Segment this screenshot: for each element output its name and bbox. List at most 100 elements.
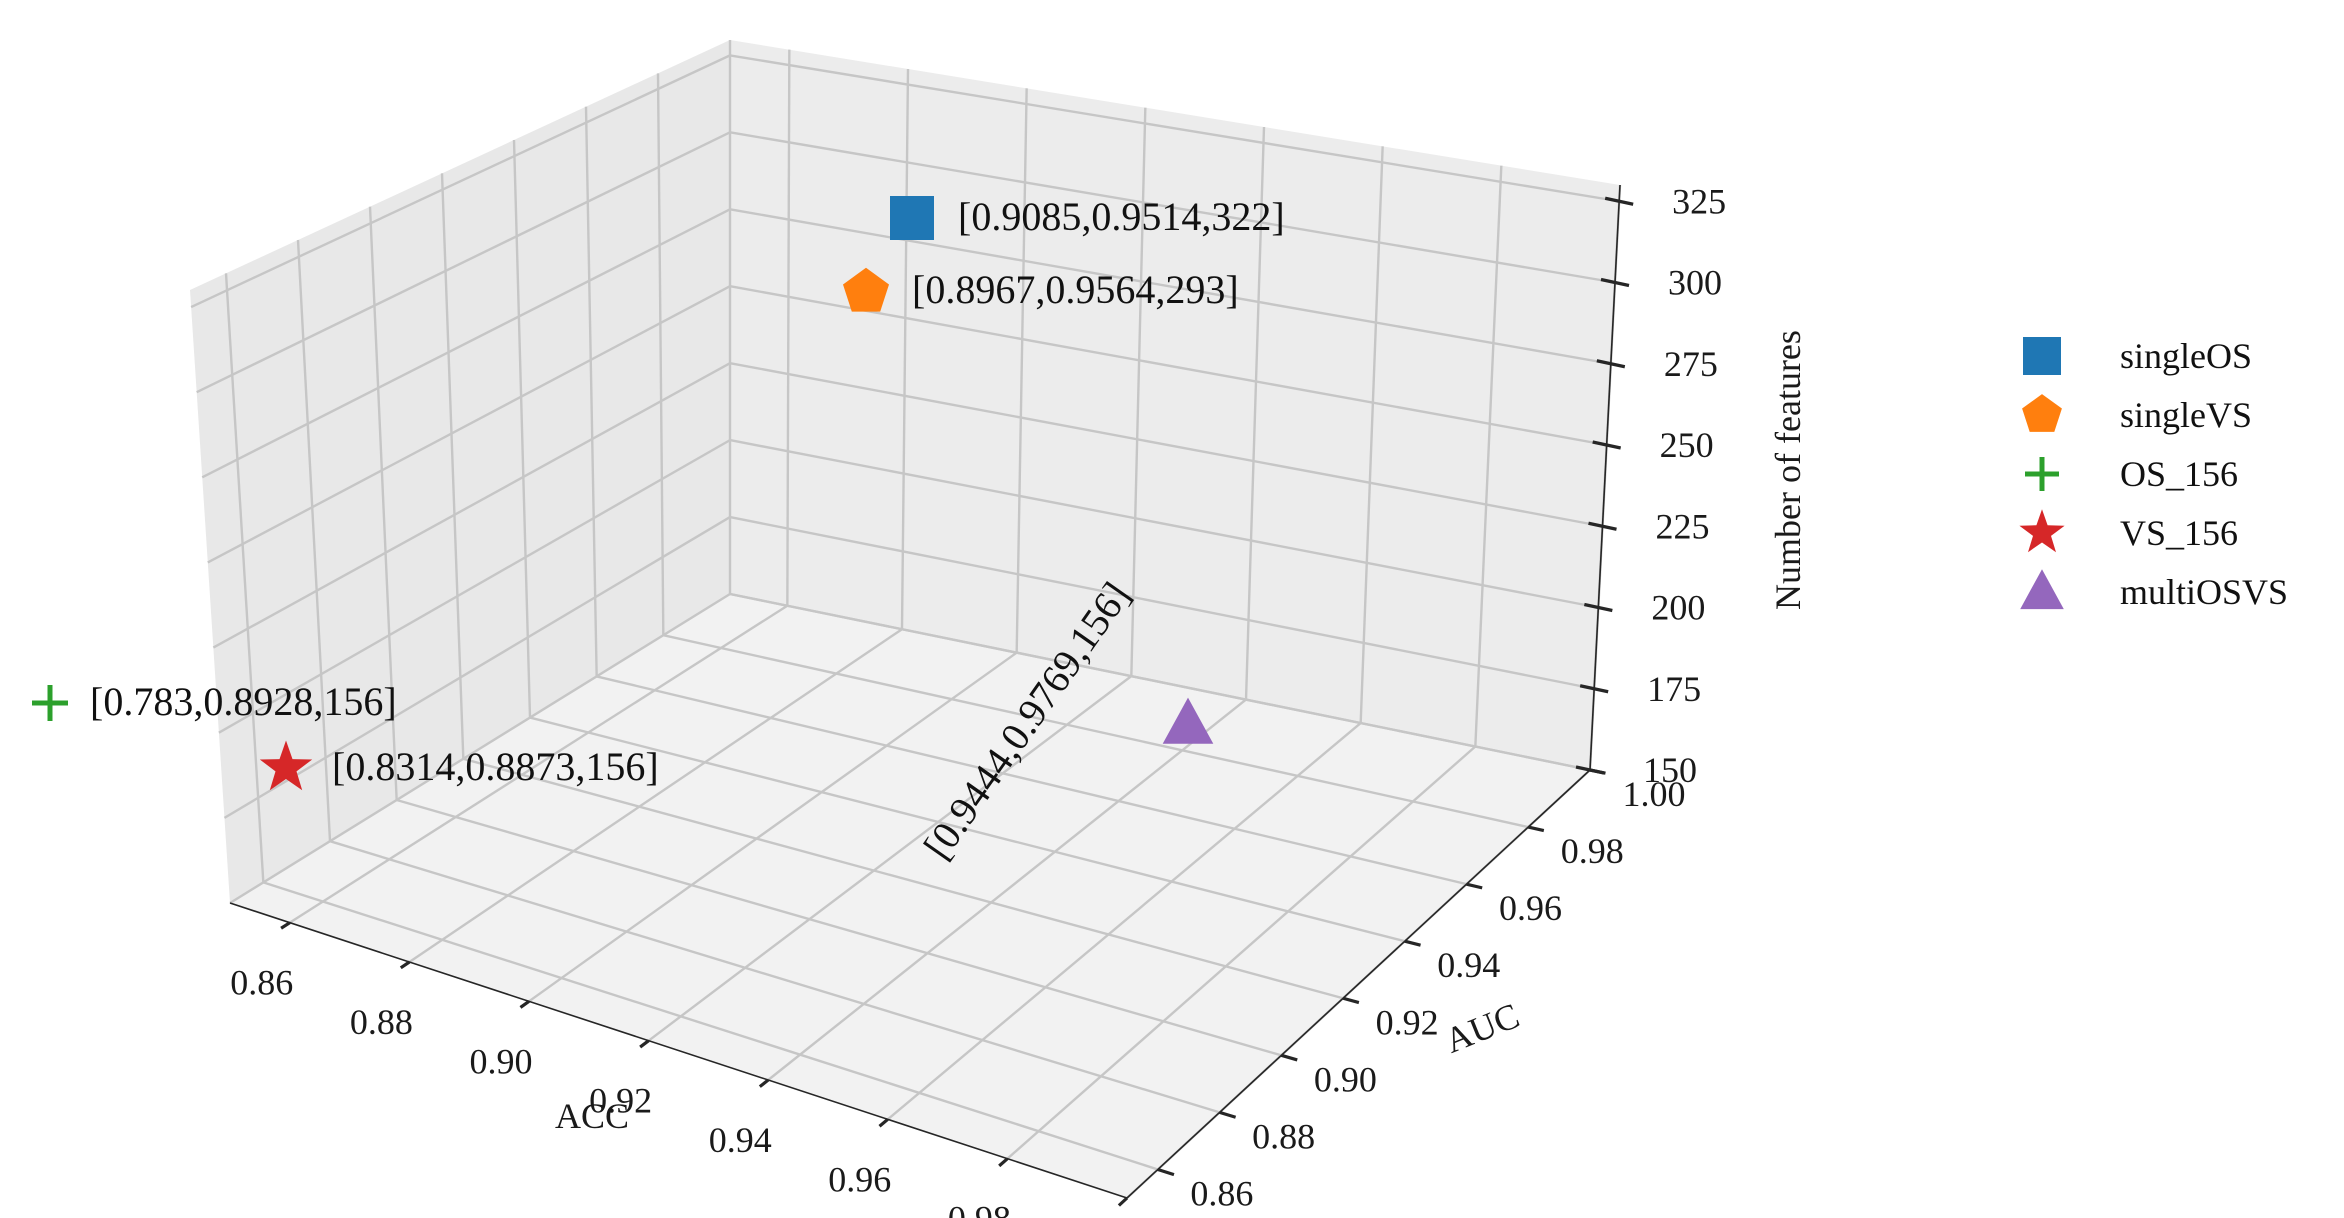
x-tick-label: 0.94 [709, 1120, 772, 1160]
floor-grid-y [596, 675, 1467, 886]
z-tick-mark [1592, 440, 1622, 450]
legend-label: multiOSVS [2120, 572, 2288, 612]
star-marker [259, 740, 313, 791]
x-tick-label: 0.90 [470, 1041, 533, 1081]
y-tick-mark [1219, 1110, 1237, 1119]
point-annotation: [0.9085,0.9514,322] [958, 194, 1285, 239]
z-tick-label: 275 [1664, 344, 1718, 384]
left-grid-z [196, 131, 731, 394]
pentagon-marker [843, 267, 889, 312]
left-grid-z [223, 516, 731, 819]
x-tick-mark [639, 1039, 650, 1049]
back-grid-z [729, 592, 1591, 772]
z-tick-mark [1600, 277, 1630, 288]
x-tick-mark [878, 1118, 889, 1128]
y-tick-label: 0.98 [1561, 831, 1624, 871]
y-tick-mark [1342, 996, 1360, 1005]
floor-grid-x [408, 628, 903, 963]
y-tick-mark [1404, 939, 1421, 947]
left-grid-z [201, 208, 731, 479]
floor-grid-y [329, 840, 1220, 1114]
back-grid-z [729, 131, 1616, 284]
legend-triangle-icon [2020, 569, 2064, 610]
z-tick-label: 150 [1643, 750, 1697, 790]
floor-grid-x [887, 722, 1362, 1121]
z-tick-label: 325 [1672, 181, 1726, 221]
left-grid-z [190, 54, 731, 309]
y-tick-label: 1.00 [1623, 774, 1686, 814]
grid-lines [190, 40, 1622, 1199]
z-tick-label: 175 [1647, 669, 1701, 709]
legend-entry: singleOS [2023, 336, 2252, 376]
floor-grid-x [1006, 745, 1477, 1160]
left-grid-z [207, 285, 731, 564]
legend-label: OS_156 [2120, 454, 2238, 494]
y-tick-label: 0.94 [1437, 945, 1500, 985]
floor-grid-y [396, 798, 1282, 1057]
x-tick-mark [998, 1157, 1009, 1168]
back-grid-z [729, 438, 1599, 609]
floor-grid-y [529, 716, 1406, 943]
legend-pentagon-icon [2022, 394, 2062, 432]
x-tick-label: 0.96 [828, 1159, 891, 1199]
triangle-marker [1162, 697, 1214, 744]
x-tick-mark [280, 921, 291, 930]
back-grid-z [729, 208, 1612, 365]
floor-grid-x [767, 698, 1247, 1081]
x-axis-line [229, 902, 1128, 1199]
y-tick-label: 0.86 [1190, 1173, 1253, 1213]
y-axis-line [1126, 769, 1591, 1199]
y-tick-label: 0.96 [1499, 888, 1562, 928]
floor-grid-y [463, 757, 1344, 1000]
axis-ticks: 0.86 0.88 0.90 0.92 0.94 0.96 0.98 1.00 0.86 0.88… [230, 181, 1726, 1218]
back-grid-z [729, 361, 1603, 528]
legend-star-icon [2019, 509, 2065, 553]
x-tick-label: 0.88 [350, 1002, 413, 1042]
y-tick-mark [1280, 1053, 1298, 1062]
z-tick-mark [1575, 765, 1605, 775]
x-tick-mark [1117, 1196, 1129, 1207]
y-tick-mark [1157, 1167, 1175, 1177]
legend-label: singleOS [2120, 336, 2252, 376]
y-tick-label: 0.90 [1314, 1059, 1377, 1099]
back-grid-z [729, 54, 1620, 203]
legend-entry: OS_156 [2025, 454, 2238, 494]
legend-square-icon [2023, 337, 2061, 375]
plus-marker [32, 685, 68, 721]
floor-grid-x [647, 675, 1133, 1042]
y-tick-mark [1466, 882, 1483, 890]
y-tick-label: 0.88 [1252, 1116, 1315, 1156]
point-annotation: [0.8314,0.8873,156] [332, 744, 659, 789]
y-axis-label: AUC [1439, 995, 1524, 1061]
z-tick-mark [1588, 521, 1617, 531]
floor-grid-x [528, 651, 1018, 1003]
floor-grid-x [289, 604, 788, 924]
point-singleVS: [0.8967,0.9564,293] [843, 267, 1239, 312]
back-grid-z [729, 285, 1607, 447]
point-annotation: [0.783,0.8928,156] [90, 679, 397, 724]
legend-plus-icon [2025, 457, 2059, 491]
legend: singleOS singleVS OS_156 VS_156 multiOSVS [2019, 336, 2288, 612]
point-OS_156: [0.783,0.8928,156] [32, 679, 397, 724]
y-tick-mark [1527, 825, 1545, 833]
z-tick-mark [1604, 196, 1634, 206]
z-tick-label: 300 [1668, 263, 1722, 303]
x-tick-mark [519, 1000, 530, 1009]
left-grid-z [229, 592, 731, 905]
x-axis-label: ACC [555, 1096, 629, 1136]
back-grid-z [729, 515, 1595, 690]
floor-grid-y [262, 881, 1159, 1171]
z-tick-mark [1583, 602, 1613, 613]
legend-label: singleVS [2120, 395, 2252, 435]
axis-labels: ACC AUC Number of features [555, 330, 1808, 1136]
x-tick-mark [399, 960, 411, 970]
x-tick-label: 0.92 [589, 1081, 652, 1121]
back-wall-pane [730, 40, 1620, 770]
left-grid-z [212, 362, 731, 649]
z-tick-label: 250 [1660, 425, 1714, 465]
left-grid-z [218, 439, 731, 734]
z-tick-mark [1579, 684, 1609, 694]
z-tick-label: 200 [1651, 588, 1705, 628]
point-singleOS: [0.9085,0.9514,322] [890, 194, 1285, 240]
